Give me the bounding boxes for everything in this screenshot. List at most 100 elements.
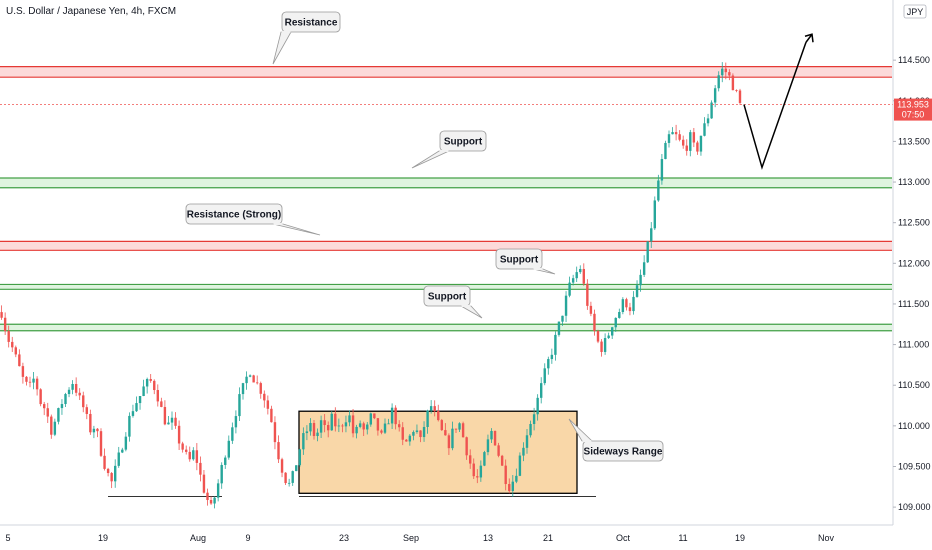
candle (302, 427, 305, 455)
candles-layer (0, 62, 742, 509)
candle (618, 308, 621, 319)
candle (511, 475, 514, 497)
candle-body (483, 452, 486, 466)
candle (213, 496, 216, 509)
last-price-tag-box (894, 98, 932, 121)
candle (664, 140, 667, 160)
candle (611, 326, 614, 340)
candle (408, 434, 412, 446)
candle (50, 414, 53, 439)
last-price-countdown: 07:50 (902, 110, 925, 120)
candle (192, 447, 195, 461)
candle (305, 425, 309, 441)
candle (131, 404, 135, 418)
candle-body (358, 423, 362, 427)
candle-body (170, 417, 174, 423)
candle-body (85, 407, 88, 414)
candle (227, 435, 230, 460)
candle-body (7, 331, 10, 342)
candle (465, 436, 468, 460)
candle (724, 62, 727, 80)
callouts-layer: Resistance Support Resistance (Strong) Supp… (185, 11, 664, 462)
callout-joint (461, 305, 471, 307)
candle-body (529, 424, 532, 436)
x-tick-label: 13 (483, 533, 493, 543)
candle-body (600, 341, 603, 352)
candle-body (511, 481, 514, 491)
y-tick-label: 113.000 (898, 177, 930, 187)
candle (46, 402, 49, 423)
candle-body (227, 440, 230, 458)
candle-body (43, 404, 46, 409)
candle (163, 400, 167, 426)
candle (124, 432, 128, 452)
candle-body (28, 381, 32, 383)
candle (387, 418, 390, 425)
callout-resistance-strong: Resistance (Strong) (185, 203, 321, 236)
candle (85, 404, 88, 420)
candle-body (696, 142, 699, 152)
candle (341, 423, 344, 433)
candle-body (632, 296, 635, 312)
candle-body (298, 449, 301, 466)
candle (639, 269, 642, 292)
candle-body (167, 422, 170, 425)
candle-body (724, 68, 727, 73)
candle (28, 376, 32, 388)
candle-body (270, 408, 273, 423)
candle-body (231, 427, 234, 441)
candle (628, 302, 632, 316)
candle-body (287, 482, 291, 484)
candle-body (3, 317, 7, 332)
candle (121, 447, 124, 454)
candle-body (628, 307, 632, 312)
candle-body (263, 393, 266, 401)
candle (568, 276, 571, 298)
candle-body (25, 376, 28, 382)
candle (3, 312, 7, 335)
candle-body (607, 335, 610, 339)
candle-body (447, 435, 451, 449)
candle-body (557, 321, 561, 335)
candle (703, 117, 706, 137)
candle-body (53, 421, 57, 435)
x-tick-label: 9 (245, 533, 250, 543)
candle-body (273, 422, 277, 443)
candle (82, 391, 85, 413)
candle-body (564, 295, 568, 316)
candle (92, 425, 96, 439)
candle (202, 469, 206, 494)
candle-body (571, 278, 575, 283)
candle (25, 375, 28, 386)
candle (99, 428, 103, 457)
candle-body (145, 378, 149, 387)
candle (454, 428, 458, 434)
x-tick-label: 11 (678, 533, 687, 543)
candle (671, 127, 674, 135)
candle-body (323, 420, 326, 426)
candle-body (639, 274, 642, 286)
candle-body (305, 431, 309, 434)
candle (348, 410, 351, 427)
callout-box (185, 203, 283, 225)
candle-body (657, 180, 660, 201)
candle-body (717, 75, 720, 89)
candle-body (78, 392, 81, 396)
candle-body (334, 413, 337, 427)
candle (426, 409, 429, 434)
candle-body (245, 376, 248, 384)
candle-body (57, 408, 60, 422)
candle-body (156, 390, 159, 402)
candle-body (461, 423, 465, 438)
candle (394, 405, 397, 430)
candle-body (540, 383, 543, 398)
candle (18, 349, 21, 367)
candle (67, 387, 71, 398)
candle-body (394, 407, 397, 425)
candle-body (454, 428, 458, 430)
candle-body (355, 426, 358, 434)
candle (266, 395, 270, 415)
candle-body (160, 401, 163, 407)
candle-body (408, 435, 412, 442)
